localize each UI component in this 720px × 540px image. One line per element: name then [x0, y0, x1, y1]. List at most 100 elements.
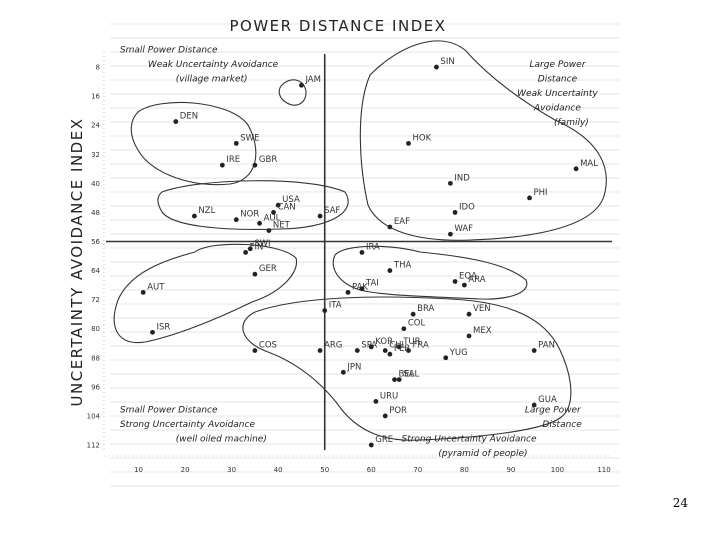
point-ind: IND — [448, 173, 470, 186]
point-pan: PAN — [531, 341, 555, 353]
point-marker — [192, 213, 197, 219]
y-tick-label: 72 — [91, 296, 100, 304]
point-label: THA — [393, 261, 412, 271]
point-marker — [443, 355, 449, 361]
point-marker — [340, 369, 346, 375]
x-tick-label: 40 — [274, 466, 283, 474]
quadrant-annotation: Distance — [538, 75, 578, 85]
point-marker — [359, 250, 365, 255]
point-label: GUA — [538, 395, 557, 405]
point-label: COS — [259, 341, 277, 351]
y-tick-label: 88 — [91, 354, 100, 362]
quadrant-annotation: Large Power — [525, 405, 582, 415]
point-marker — [387, 268, 393, 273]
point-marker — [531, 348, 537, 353]
point-saf: SAF — [317, 206, 340, 219]
quadrant-annotation: (family) — [554, 118, 589, 128]
point-label: SAL — [403, 370, 419, 380]
point-bel: BEL — [392, 370, 415, 382]
point-label: PHI — [534, 188, 548, 198]
x-tick-label: 100 — [551, 466, 564, 474]
point-marker — [382, 348, 388, 353]
quadrant-annotation: Small Power Distance — [120, 46, 218, 56]
point-marker — [448, 180, 453, 186]
chart-title: POWER DISTANCE INDEX — [230, 17, 447, 35]
point-marker — [354, 348, 360, 353]
quadrant-annotation: Strong Uncertainty Avoidance — [401, 434, 537, 444]
point-aul: AUL — [257, 213, 281, 226]
point-marker — [392, 377, 397, 382]
point-swe: SWE — [233, 133, 259, 146]
point-can: CAN — [271, 202, 296, 215]
point-net: NET — [266, 221, 291, 233]
cluster-nordic-uk — [130, 101, 257, 186]
point-marker — [359, 286, 365, 292]
point-marker — [233, 217, 239, 223]
point-marker — [466, 333, 472, 339]
point-marker — [527, 195, 532, 201]
x-tick-label: 10 — [134, 466, 143, 474]
quadrant-annotation: (well oiled machine) — [176, 434, 267, 444]
point-label: ARG — [324, 341, 342, 351]
point-sal: SAL — [396, 370, 420, 382]
point-label: TAI — [365, 279, 379, 289]
point-label: ARA — [468, 275, 485, 285]
cluster-anglo — [157, 180, 349, 230]
page-number: 24 — [672, 496, 688, 510]
point-marker — [271, 210, 276, 215]
point-nzl: NZL — [192, 206, 216, 219]
quadrant-annotation: Strong Uncertainty Avoidance — [120, 420, 256, 430]
point-fin: FIN — [243, 242, 263, 255]
x-tick-labels: 10 20 30 40 50 60 70 80 90 100 110 — [134, 466, 611, 474]
quadrant-annotation: Distance — [542, 420, 582, 430]
point-label: URU — [380, 391, 398, 401]
point-marker — [396, 344, 402, 350]
point-label: JAM — [304, 75, 321, 85]
y-tick-label: 64 — [91, 267, 100, 275]
point-label: IRE — [226, 155, 240, 165]
point-label: ITA — [329, 301, 342, 311]
point-ger: GER — [252, 264, 277, 277]
point-label: SWI — [254, 239, 270, 249]
point-marker — [140, 289, 146, 295]
point-label: NZL — [198, 206, 215, 216]
point-mex: MEX — [466, 326, 492, 339]
point-per: PER — [387, 344, 410, 357]
x-tick-label: 30 — [227, 466, 236, 474]
point-label: SAF — [324, 206, 340, 216]
point-hok: HOK — [406, 133, 432, 146]
y-tick-label: 96 — [91, 383, 100, 391]
y-tick-label: 112 — [87, 442, 100, 450]
point-label: SPA — [361, 341, 377, 351]
point-label: NOR — [240, 210, 259, 220]
y-tick-label: 80 — [91, 325, 100, 333]
point-label: IRA — [366, 242, 380, 252]
point-yug: YUG — [443, 348, 468, 361]
point-kor: KOR — [368, 337, 393, 350]
point-label: GER — [259, 264, 277, 274]
x-tick-label: 80 — [460, 466, 469, 474]
point-marker — [401, 326, 407, 332]
cluster-outlines — [113, 40, 607, 441]
quadrant-annotation: (village market) — [176, 75, 248, 85]
y-tick-label: 56 — [91, 238, 100, 246]
point-label: BEL — [399, 370, 415, 380]
point-marker — [345, 289, 351, 295]
y-tick-label: 32 — [91, 151, 100, 159]
point-gua: GUA — [531, 395, 557, 408]
point-label: JPN — [346, 362, 361, 372]
point-marker — [368, 442, 374, 448]
point-ara: ARA — [461, 275, 486, 288]
cluster-germanic — [113, 243, 298, 344]
point-label: GRE — [375, 435, 393, 445]
point-ido: IDO — [452, 202, 475, 215]
point-marker — [406, 140, 411, 146]
point-jpn: JPN — [340, 362, 361, 375]
point-spa: SPA — [354, 341, 377, 353]
point-label: YUG — [449, 348, 468, 358]
point-label: MAL — [580, 159, 598, 169]
point-isr: ISR — [150, 322, 170, 335]
point-label: IDO — [459, 202, 475, 212]
point-tai: TAI — [359, 279, 379, 292]
